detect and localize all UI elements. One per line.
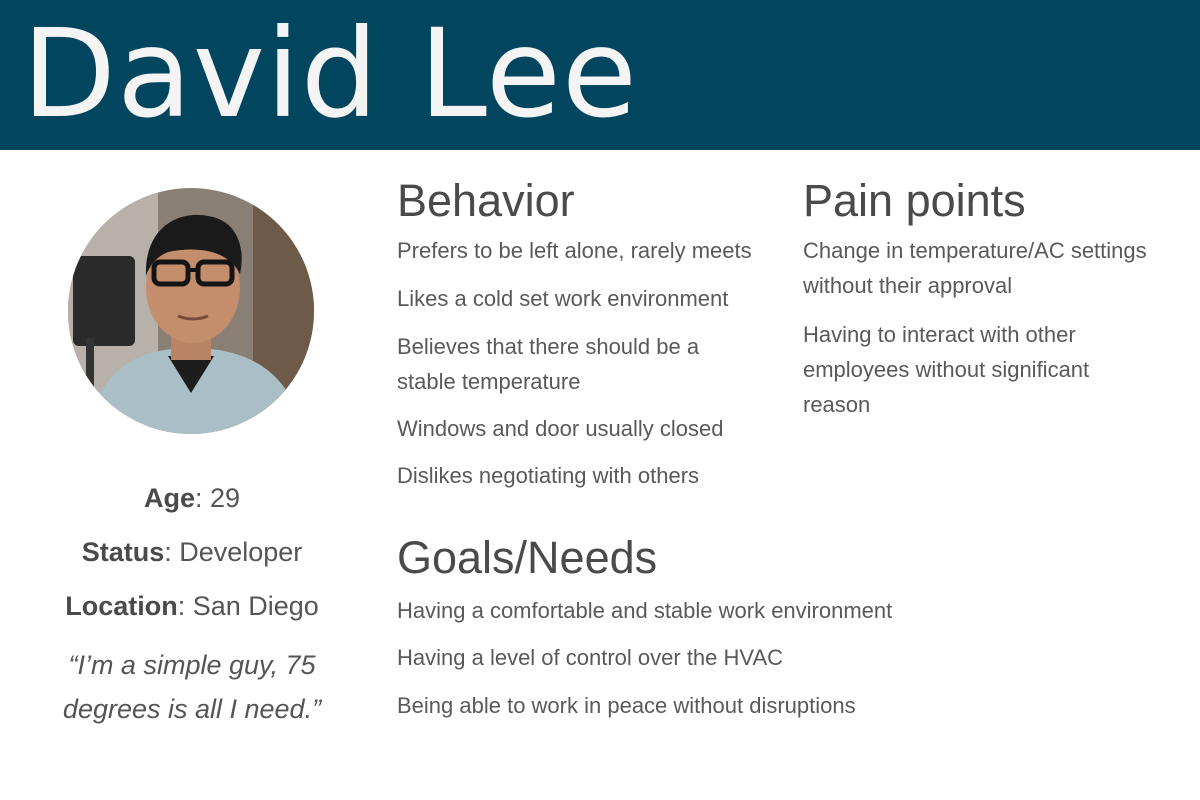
status-value: : Developer xyxy=(164,537,303,567)
status-row: Status: Developer xyxy=(20,537,364,568)
persona-name: David Lee xyxy=(22,3,638,145)
avatar xyxy=(68,188,314,434)
location-label: Location xyxy=(65,591,178,621)
quote-line-2: degrees is all I need.” xyxy=(62,694,322,724)
goal-item: Being able to work in peace without disr… xyxy=(397,693,856,718)
age-row: Age: 29 xyxy=(20,483,364,514)
pain-points-title: Pain points xyxy=(803,175,1026,226)
behavior-title: Behavior xyxy=(397,175,575,226)
behavior-item: Likes a cold set work environment xyxy=(397,286,729,311)
pain-point-item: Change in temperature/AC settings withou… xyxy=(803,238,1147,298)
goals-title: Goals/Needs xyxy=(397,532,658,583)
quote-line-1: “I’m a simple guy, 75 xyxy=(68,650,316,680)
goal-item: Having a comfortable and stable work env… xyxy=(397,598,893,623)
goal-item: Having a level of control over the HVAC xyxy=(397,645,783,670)
behavior-item: Prefers to be left alone, rarely meets xyxy=(397,238,752,263)
age-label: Age xyxy=(143,483,195,513)
location-value: : San Diego xyxy=(177,591,319,621)
behavior-item: Believes that there should be a stable t… xyxy=(397,334,700,394)
behavior-item: Dislikes negotiating with others xyxy=(397,463,700,488)
age-value: : 29 xyxy=(194,483,241,513)
location-row: Location: San Diego xyxy=(20,591,364,622)
persona-quote: “I’m a simple guy, 75 degrees is all I n… xyxy=(20,643,364,731)
pain-point-item: Having to interact with other employees … xyxy=(803,322,1090,417)
header-banner: David Lee xyxy=(0,0,1200,150)
status-label: Status xyxy=(81,537,165,567)
behavior-item: Windows and door usually closed xyxy=(397,416,724,441)
